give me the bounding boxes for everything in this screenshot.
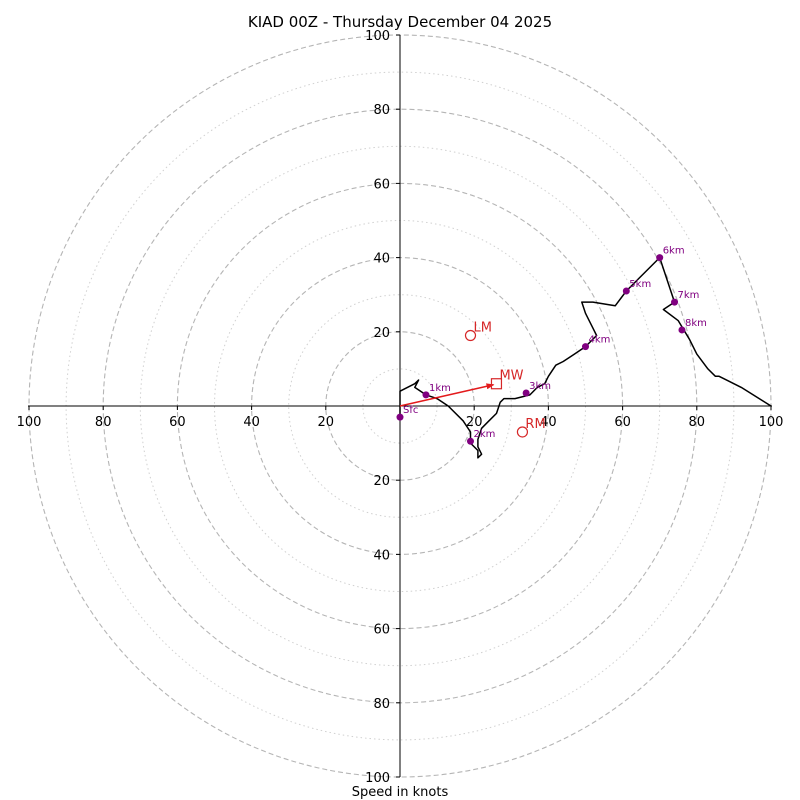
x-tick-label: 20 (466, 415, 483, 430)
storm-vector-mw-label: MW (499, 369, 523, 384)
height-marker-1km (422, 391, 430, 399)
x-tick-label: 60 (614, 415, 631, 430)
storm-vectors: LM MW RM (399, 321, 546, 438)
storm-vector-rm-marker (516, 426, 529, 438)
height-marker-4km (582, 343, 589, 351)
storm-vector-rm-label: RM (525, 417, 545, 432)
height-marker-5km (622, 287, 630, 295)
height-marker-3km (522, 389, 530, 397)
height-marker-7km (671, 298, 679, 306)
height-label-1km: 1km (429, 383, 451, 394)
y-tick-label: 40 (373, 252, 390, 267)
x-tick-label: 20 (318, 415, 335, 430)
height-marker-8km (678, 326, 686, 334)
y-tick-label: 80 (373, 697, 390, 712)
height-label-3km: 3km (529, 381, 551, 392)
x-tick-label: 80 (689, 415, 706, 430)
y-tick-label: 80 (373, 103, 390, 118)
height-marker-2km (466, 437, 474, 445)
x-ticks: 100 80 60 40 20 20 40 60 80 100 (17, 406, 784, 430)
height-label-4km: 4km (589, 335, 611, 346)
x-tick-label: 100 (759, 415, 784, 430)
x-tick-label: 100 (17, 415, 42, 430)
storm-vector-lm-marker (464, 329, 477, 342)
x-tick-label: 40 (243, 415, 260, 430)
y-ticks: 100 80 60 40 20 20 40 60 80 100 (365, 29, 400, 786)
y-tick-label: 40 (373, 548, 390, 563)
wind-profile-line (399, 256, 772, 459)
y-tick-label: 60 (373, 177, 390, 192)
height-label-5km: 5km (629, 279, 651, 290)
mean-wind-arrow (399, 383, 495, 407)
chart-title: KIAD 00Z - Thursday December 04 2025 (248, 13, 552, 31)
x-tick-label: 80 (95, 415, 112, 430)
storm-vector-lm-label: LM (473, 321, 491, 336)
x-tick-label: 60 (169, 415, 186, 430)
height-label-2km: 2km (473, 429, 495, 440)
height-markers: Sfc 1km 2km 3km 4km 5km 6km 7km 8km (396, 246, 707, 445)
height-label-7km: 7km (678, 290, 700, 301)
height-marker-sfc (396, 413, 404, 421)
x-tick-label: 40 (540, 415, 557, 430)
height-label-8km: 8km (685, 318, 707, 329)
height-label-6km: 6km (663, 246, 685, 257)
height-marker-6km (656, 254, 664, 262)
storm-vector-mw-marker (490, 378, 503, 390)
height-label-sfc: Sfc (403, 405, 418, 416)
y-tick-label: 60 (373, 623, 390, 638)
y-tick-label: 20 (373, 474, 390, 489)
x-axis-label: Speed in knots (352, 785, 449, 800)
y-tick-label: 20 (373, 326, 390, 341)
y-tick-label: 100 (365, 29, 390, 44)
y-tick-label: 100 (365, 771, 390, 786)
